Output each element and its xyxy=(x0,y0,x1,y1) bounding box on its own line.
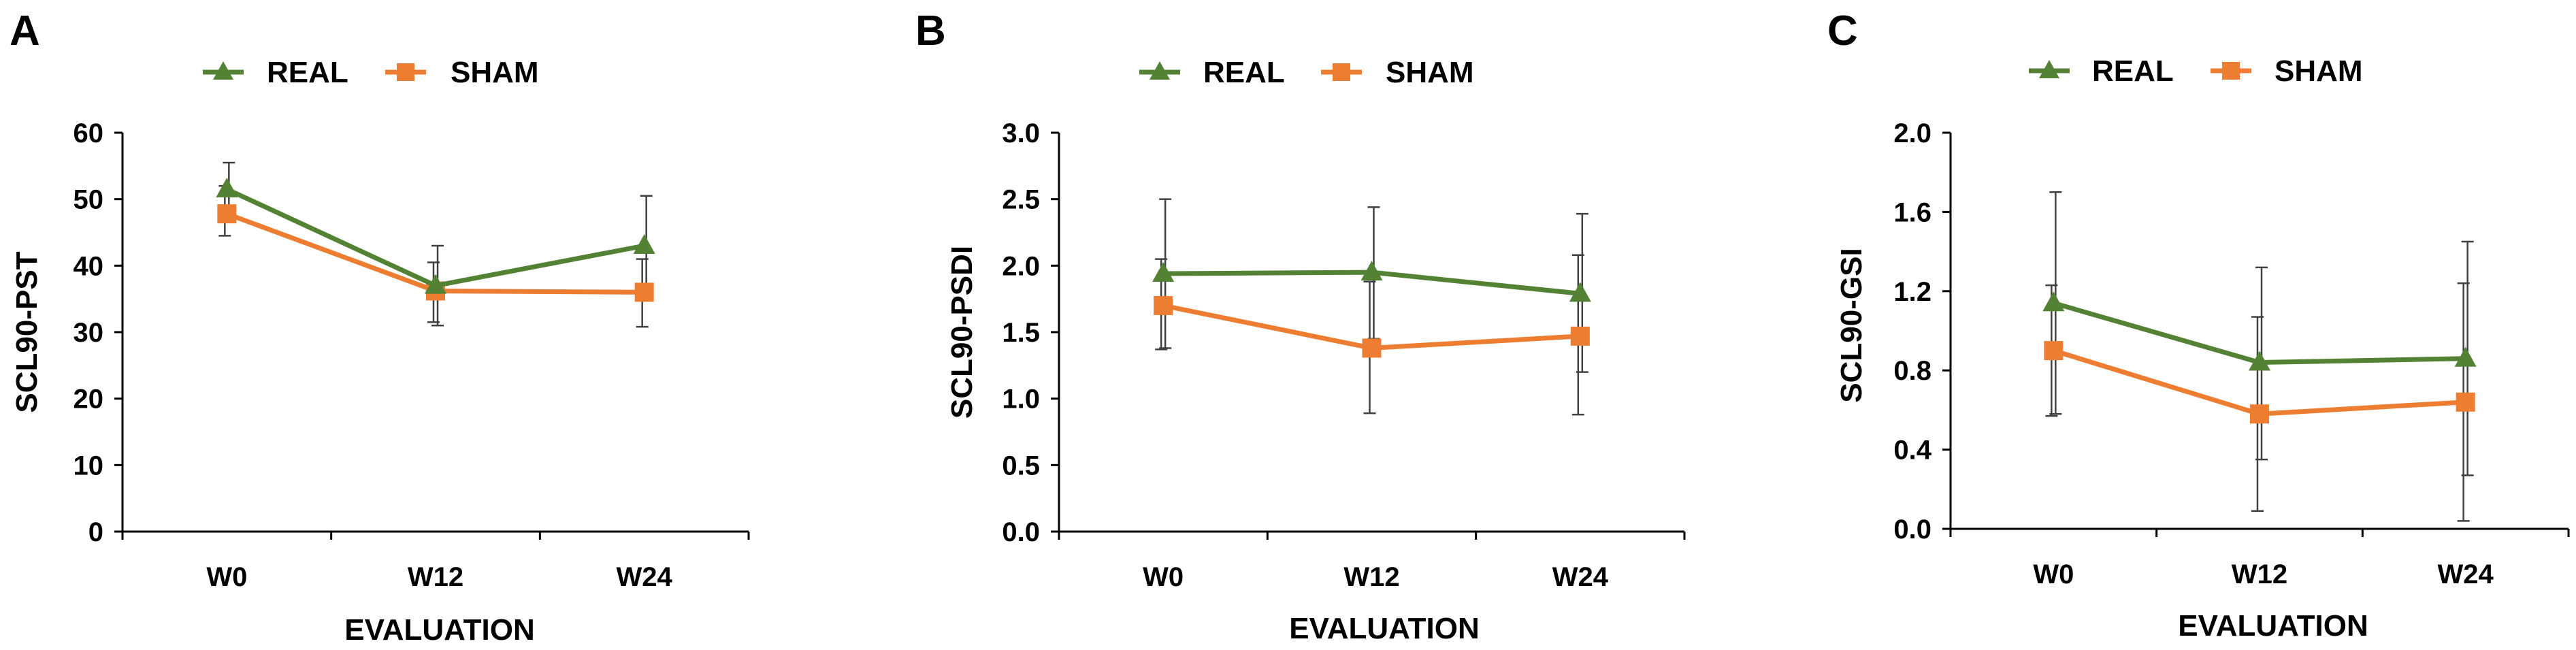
panel-a-real-point xyxy=(425,274,446,294)
panel-a-y-tick-label: 40 xyxy=(74,251,104,281)
panel-c-legend-sham-marker xyxy=(2222,62,2240,80)
panel-a-x-tick-label: W0 xyxy=(206,562,247,592)
panel-b-real-point xyxy=(1152,262,1175,282)
panel-b-x-axis-title: EVALUATION xyxy=(1289,612,1479,645)
panel-c-y-axis-title: SCL90-GSI xyxy=(1835,248,1868,402)
panel-c-x-tick-label: W24 xyxy=(2438,559,2494,589)
panel-b-y-axis-title: SCL90-PSDI xyxy=(945,246,979,419)
panel-b-real-point xyxy=(1569,282,1591,302)
panel-c-y-tick-label: 2.0 xyxy=(1893,118,1931,148)
panel-c-y-tick-label: 1.6 xyxy=(1893,197,1931,227)
panel-c-y-tick-label: 0.8 xyxy=(1893,356,1931,386)
panel-b-y-tick-label: 0.5 xyxy=(1002,451,1040,481)
panel-a-x-tick-label: W24 xyxy=(617,562,673,592)
panel-b-y-tick-label: 3.0 xyxy=(1002,118,1040,148)
panel-a-letter: A xyxy=(10,7,40,54)
panel-c-sham-point xyxy=(2250,404,2269,424)
panel-b-y-tick-label: 2.5 xyxy=(1002,185,1040,215)
panel-b-real-point xyxy=(1360,261,1383,281)
panel-a-real-point xyxy=(633,234,655,255)
panel-b-legend: REAL SHAM xyxy=(1139,56,1474,89)
panel-a-y-tick-label: 0 xyxy=(88,517,103,547)
panel-a-plot: 0 10 20 30 40 50 60 W0 W12 W24 xyxy=(74,118,750,592)
panel-b-x-tick-label: W24 xyxy=(1552,562,1609,592)
panel-a-legend-real-marker xyxy=(213,61,233,80)
panel-c-legend: REAL SHAM xyxy=(2029,54,2363,88)
panel-c-x-axis-title: EVALUATION xyxy=(2178,609,2368,643)
panel-a-y-axis-title: SCL90-PST xyxy=(10,251,44,412)
panel-c-sham-point xyxy=(2456,392,2475,412)
panel-b-sham-point xyxy=(1570,326,1590,346)
panel-a-y-tick-label: 50 xyxy=(74,185,104,215)
panel-c-legend-real-marker xyxy=(2039,60,2059,78)
panel-a-legend-sham-marker xyxy=(397,63,414,81)
panel-b-y-tick-label: 0.0 xyxy=(1002,517,1040,547)
panel-b-sham-point xyxy=(1362,338,1382,358)
panel-a-x-tick-label: W12 xyxy=(408,562,463,592)
panel-c-y-tick-label: 0.0 xyxy=(1893,515,1931,545)
panel-c-sham-point xyxy=(2044,341,2064,361)
panel-b-legend-real-label: REAL xyxy=(1203,56,1285,89)
panel-a-y-tick-label: 30 xyxy=(74,318,104,348)
panel-c-y-tick-label: 0.4 xyxy=(1893,436,1931,466)
panel-b-legend-real-marker xyxy=(1150,61,1170,80)
panel-a-y-tick-label: 10 xyxy=(74,451,104,481)
panel-b-legend-sham-marker xyxy=(1333,63,1350,81)
panel-b-sham-point xyxy=(1154,295,1173,315)
panel-b-legend-sham-label: SHAM xyxy=(1386,56,1474,89)
panel-c-x-tick-label: W0 xyxy=(2033,559,2074,589)
panel-a-sham-point xyxy=(217,204,237,224)
panel-a-real-point xyxy=(216,178,238,198)
panel-c-legend-sham-label: SHAM xyxy=(2275,54,2363,88)
panel-a-legend-real-label: REAL xyxy=(267,56,348,89)
panel-c-x-tick-label: W12 xyxy=(2232,559,2287,589)
panel-a-y-tick-label: 60 xyxy=(74,118,104,148)
panel-a: A REAL SHAM 0 10 20 30 40 50 60 W0 W12 W24 SCL90-… xyxy=(10,7,750,647)
panel-b-y-tick-label: 1.0 xyxy=(1002,385,1040,415)
panel-a-y-tick-label: 20 xyxy=(74,385,104,415)
panel-b-x-tick-label: W0 xyxy=(1143,562,1184,592)
panel-c-real-point xyxy=(2042,291,2065,312)
panel-b-plot: 0.0 0.5 1.0 1.5 2.0 2.5 3.0 W0 W12 W24 xyxy=(1002,118,1686,592)
panel-b-x-tick-label: W12 xyxy=(1343,562,1399,592)
panel-b: B REAL SHAM 0.0 0.5 1.0 1.5 2.0 2.5 3.0 W0 W12 W2… xyxy=(915,7,1686,645)
panel-a-legend: REAL SHAM xyxy=(203,56,539,89)
panel-a-legend-sham-label: SHAM xyxy=(451,56,539,89)
panel-c-y-tick-label: 1.2 xyxy=(1893,277,1931,307)
panel-c-legend-real-label: REAL xyxy=(2092,54,2174,88)
panel-c-plot: 0.0 0.4 0.8 1.2 1.6 2.0 W0 W12 W24 xyxy=(1893,118,2570,589)
panel-c: C REAL SHAM 0.0 0.4 0.8 1.2 1.6 2.0 W0 W12 W24 S… xyxy=(1827,7,2570,643)
panel-c-letter: C xyxy=(1827,7,1858,54)
panel-a-sham-point xyxy=(634,282,654,302)
panel-b-letter: B xyxy=(915,7,946,54)
panel-c-real-point xyxy=(2249,351,2270,371)
panel-c-real-point xyxy=(2454,346,2477,367)
panel-b-y-tick-label: 2.0 xyxy=(1002,251,1040,281)
panel-b-y-tick-label: 1.5 xyxy=(1002,318,1040,348)
panel-a-x-axis-title: EVALUATION xyxy=(344,613,534,647)
